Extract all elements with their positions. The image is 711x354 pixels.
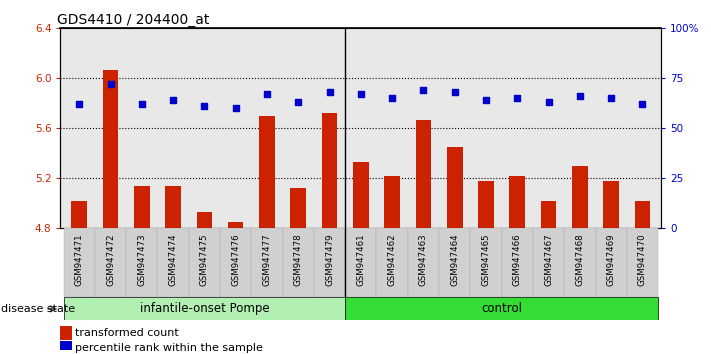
Text: percentile rank within the sample: percentile rank within the sample <box>75 343 263 353</box>
Bar <box>63 297 345 320</box>
Text: GSM947473: GSM947473 <box>137 234 146 286</box>
Text: GSM947467: GSM947467 <box>544 234 553 286</box>
Bar <box>259 116 274 228</box>
Bar <box>188 228 220 297</box>
Bar <box>439 228 471 297</box>
Bar <box>282 228 314 297</box>
Text: control: control <box>481 302 522 315</box>
Point <box>481 97 492 103</box>
Bar <box>102 70 118 228</box>
Bar <box>541 201 557 228</box>
Bar <box>510 176 525 228</box>
Text: GSM947475: GSM947475 <box>200 234 209 286</box>
Text: GSM947477: GSM947477 <box>262 234 272 286</box>
Text: GDS4410 / 204400_at: GDS4410 / 204400_at <box>58 13 210 27</box>
Point <box>637 102 648 107</box>
Text: GSM947472: GSM947472 <box>106 234 115 286</box>
Point <box>324 90 335 95</box>
Text: disease state: disease state <box>1 304 75 314</box>
Bar <box>596 228 627 297</box>
Point <box>606 96 617 101</box>
Bar <box>627 228 658 297</box>
Point <box>387 96 398 101</box>
Text: GSM947464: GSM947464 <box>450 234 459 286</box>
Text: GSM947469: GSM947469 <box>606 234 616 286</box>
Bar <box>345 228 377 297</box>
Bar <box>385 176 400 228</box>
Bar <box>220 228 251 297</box>
Text: GSM947476: GSM947476 <box>231 234 240 286</box>
Text: GSM947468: GSM947468 <box>575 234 584 286</box>
Bar <box>345 297 658 320</box>
Point <box>198 103 210 109</box>
Text: GSM947479: GSM947479 <box>325 234 334 286</box>
Point <box>105 81 116 87</box>
Bar <box>635 201 651 228</box>
Point <box>261 91 272 97</box>
Bar <box>314 228 345 297</box>
Bar <box>165 186 181 228</box>
Bar <box>71 201 87 228</box>
Bar <box>157 228 188 297</box>
Bar <box>416 120 432 228</box>
Text: GSM947461: GSM947461 <box>356 234 365 286</box>
Point <box>292 99 304 105</box>
Point <box>230 105 241 111</box>
Bar <box>447 147 463 228</box>
Point <box>73 102 85 107</box>
Bar <box>134 186 149 228</box>
Bar <box>290 188 306 228</box>
Bar <box>60 326 73 340</box>
Bar <box>565 228 596 297</box>
Bar <box>479 181 494 228</box>
Text: GSM947466: GSM947466 <box>513 234 522 286</box>
Bar <box>95 228 126 297</box>
Bar <box>228 222 243 228</box>
Bar <box>251 228 282 297</box>
Bar <box>471 228 502 297</box>
Bar <box>502 228 533 297</box>
Point <box>136 102 147 107</box>
Bar <box>63 228 95 297</box>
Point <box>355 91 367 97</box>
Text: GSM947470: GSM947470 <box>638 234 647 286</box>
Point <box>418 87 429 93</box>
Text: transformed count: transformed count <box>75 328 179 338</box>
Bar <box>196 212 212 228</box>
Text: GSM947474: GSM947474 <box>169 234 178 286</box>
Bar <box>60 341 73 354</box>
Point <box>449 90 461 95</box>
Bar <box>126 228 157 297</box>
Text: infantile-onset Pompe: infantile-onset Pompe <box>139 302 269 315</box>
Point <box>512 96 523 101</box>
Bar <box>321 113 337 228</box>
Bar <box>408 228 439 297</box>
Text: GSM947463: GSM947463 <box>419 234 428 286</box>
Point <box>167 97 178 103</box>
Bar <box>533 228 565 297</box>
Text: GSM947478: GSM947478 <box>294 234 303 286</box>
Point <box>543 99 555 105</box>
Text: GSM947462: GSM947462 <box>387 234 397 286</box>
Bar <box>572 166 588 228</box>
Point <box>574 93 586 99</box>
Text: GSM947471: GSM947471 <box>75 234 84 286</box>
Text: GSM947465: GSM947465 <box>481 234 491 286</box>
Bar <box>604 181 619 228</box>
Bar <box>377 228 408 297</box>
Bar <box>353 162 369 228</box>
